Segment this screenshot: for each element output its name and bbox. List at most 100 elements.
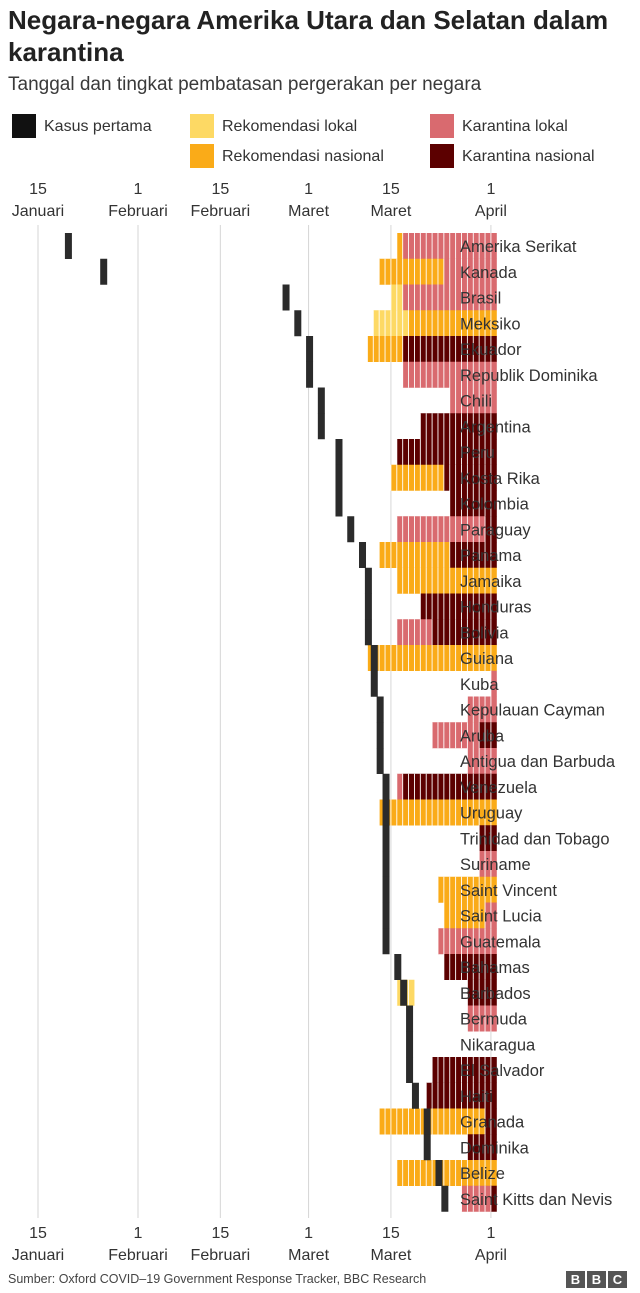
day-cell xyxy=(490,361,497,388)
first-case-marker xyxy=(364,593,372,620)
country-label: Argentina xyxy=(460,418,531,436)
day-cell xyxy=(443,516,450,543)
day-cell xyxy=(443,439,450,465)
day-cell xyxy=(408,336,415,362)
country-label: Belize xyxy=(460,1165,505,1183)
day-cell xyxy=(408,773,415,800)
day-cell xyxy=(426,361,433,388)
country-label: Kuba xyxy=(460,676,499,694)
country-row xyxy=(437,928,497,955)
day-cell xyxy=(490,799,497,826)
first-case-marker xyxy=(306,336,314,362)
tick-label-top: Maret xyxy=(370,203,411,220)
day-cell xyxy=(408,645,415,671)
day-cell xyxy=(490,928,497,955)
day-cell xyxy=(461,645,468,671)
day-cell xyxy=(420,645,427,671)
day-cell xyxy=(402,310,409,337)
day-cell xyxy=(443,542,450,568)
period-rec_national xyxy=(396,233,403,259)
day-cell xyxy=(420,619,427,646)
first-case-marker xyxy=(441,1185,449,1212)
country-row xyxy=(396,233,497,259)
day-cell xyxy=(437,284,444,311)
day-cell xyxy=(485,799,491,826)
day-cell xyxy=(479,773,486,800)
day-cell xyxy=(467,413,474,440)
day-cell xyxy=(473,284,480,311)
day-cell xyxy=(414,336,421,362)
day-cell xyxy=(449,490,456,517)
day-cell xyxy=(473,799,480,826)
day-cell xyxy=(385,310,391,337)
day-cell xyxy=(467,361,474,388)
day-cell xyxy=(420,258,427,285)
day-cell xyxy=(420,310,427,337)
day-cell xyxy=(420,516,427,543)
day-cell xyxy=(432,413,438,440)
day-cell xyxy=(408,310,415,337)
day-cell xyxy=(396,233,403,259)
day-cell xyxy=(437,310,444,337)
day-cell xyxy=(449,439,456,465)
day-cell xyxy=(467,1005,474,1032)
country-row xyxy=(466,696,497,723)
day-cell xyxy=(479,748,486,774)
day-cell xyxy=(479,645,486,671)
day-cell xyxy=(461,258,468,285)
day-cell xyxy=(414,361,421,388)
day-cell xyxy=(485,928,491,955)
day-cell xyxy=(449,799,456,826)
day-cell xyxy=(443,773,450,800)
day-cell xyxy=(402,619,409,646)
day-cell xyxy=(467,516,474,543)
day-cell xyxy=(402,258,409,285)
day-cell xyxy=(455,439,462,465)
day-cell xyxy=(473,490,480,517)
day-cell xyxy=(432,258,438,285)
country-row xyxy=(396,619,497,646)
day-cell xyxy=(402,284,409,311)
first-case-marker xyxy=(376,722,384,749)
day-cell xyxy=(426,619,433,646)
day-cell xyxy=(485,825,491,852)
day-cell xyxy=(396,284,403,311)
day-cell xyxy=(455,516,462,543)
day-cell xyxy=(485,284,491,311)
day-cell xyxy=(402,361,409,388)
day-cell xyxy=(479,876,486,903)
first-case-marker xyxy=(364,619,372,646)
day-cell xyxy=(485,645,491,671)
day-cell xyxy=(426,645,433,671)
day-cell xyxy=(473,361,480,388)
country-row xyxy=(466,1134,497,1161)
country-row xyxy=(490,670,497,697)
period-q_national xyxy=(449,542,497,568)
country-label: Republik Dominika xyxy=(460,367,598,385)
day-cell xyxy=(449,1160,456,1186)
day-cell xyxy=(414,284,421,311)
tick-label-bottom: April xyxy=(475,1247,507,1264)
chart-subtitle: Tanggal dan tingkat pembatasan pergeraka… xyxy=(8,74,482,95)
day-cell xyxy=(443,258,450,285)
country-label: Amerika Serikat xyxy=(460,238,577,256)
country-row xyxy=(396,516,497,543)
period-q_local xyxy=(402,284,497,311)
day-cell xyxy=(461,464,468,491)
period-rec_national xyxy=(396,1160,497,1186)
day-cell xyxy=(461,1057,468,1083)
day-cell xyxy=(437,593,444,620)
day-cell xyxy=(473,954,480,980)
day-cell xyxy=(467,773,474,800)
day-cell xyxy=(449,542,456,568)
day-cell xyxy=(485,567,491,594)
day-cell xyxy=(467,490,474,517)
tick-label-bottom: Januari xyxy=(12,1247,64,1264)
day-cell xyxy=(485,619,491,646)
legend-swatch-q_national xyxy=(430,144,454,168)
day-cell xyxy=(396,567,403,594)
day-cell xyxy=(461,310,468,337)
day-cell xyxy=(443,233,450,259)
day-cell xyxy=(479,258,486,285)
day-cell xyxy=(432,233,438,259)
